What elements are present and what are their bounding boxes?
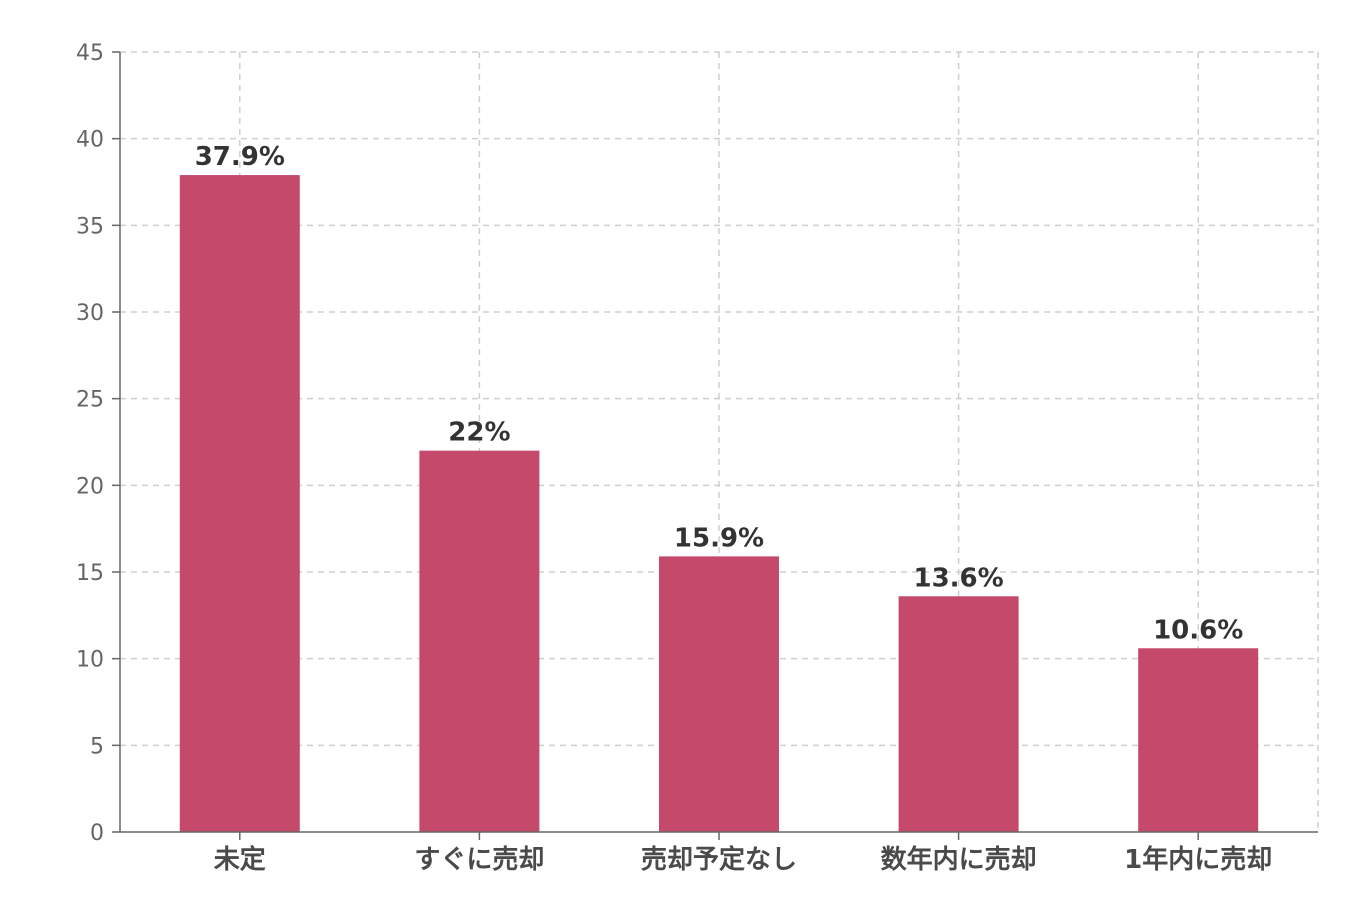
y-tick-label: 45 (76, 41, 104, 66)
data-label: 22% (448, 418, 510, 448)
x-tick-label: 1年内に売却 (1124, 844, 1272, 875)
x-tick-label: 未定 (214, 844, 266, 875)
y-tick-label: 35 (76, 214, 104, 239)
y-tick-label: 5 (90, 734, 104, 759)
data-label: 10.6% (1153, 615, 1243, 645)
axes-layer (112, 51, 1318, 840)
bar (659, 556, 779, 832)
bars-layer (179, 175, 1259, 833)
labels-layer: 0 5 10 15 20 25 30 35 40 45 37.9% 未定 22% すぐに売却 15.9% 売却… (76, 41, 1272, 875)
bar (179, 175, 300, 833)
x-tick-label: 数年内に売却 (881, 844, 1037, 875)
x-tick-label: すぐに売却 (414, 845, 544, 875)
y-tick-label: 10 (76, 648, 104, 673)
y-tick-label: 15 (76, 561, 104, 586)
y-tick-label: 40 (76, 128, 104, 153)
y-tick-label: 0 (90, 821, 104, 846)
y-tick-label: 25 (76, 388, 104, 413)
data-label: 13.6% (913, 563, 1003, 593)
bar (419, 450, 540, 832)
data-label: 37.9% (195, 142, 285, 172)
bar (1138, 648, 1259, 832)
y-tick-label: 20 (76, 474, 104, 499)
bar (898, 596, 1019, 832)
x-tick-label: 売却予定なし (641, 844, 797, 875)
data-label: 15.9% (674, 523, 764, 553)
y-tick-label: 30 (76, 301, 104, 326)
